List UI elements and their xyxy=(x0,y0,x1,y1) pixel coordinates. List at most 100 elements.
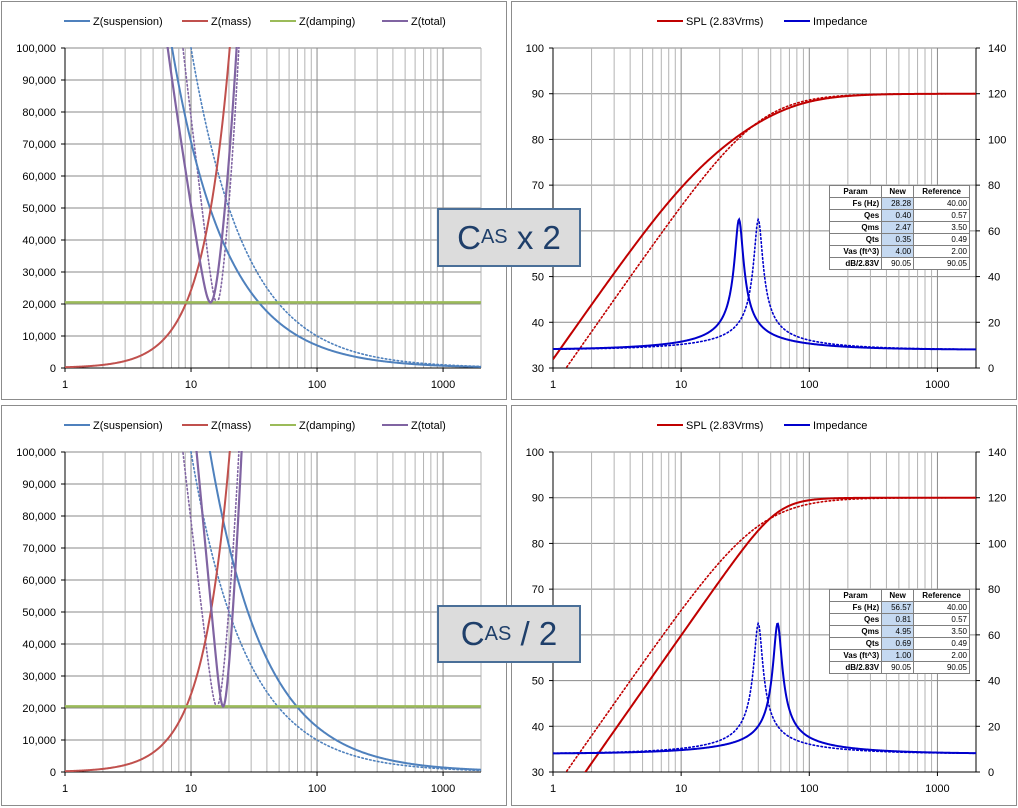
y-tick-label: 10,000 xyxy=(22,331,56,343)
y-tick-label: 90,000 xyxy=(22,75,56,87)
y-left-tick-label: 30 xyxy=(532,363,544,375)
z-suspension-line xyxy=(208,451,481,771)
impedance-line xyxy=(553,622,976,755)
y-right-tick-label: 60 xyxy=(988,630,1000,642)
param-name-cell: dB/2.83V xyxy=(828,257,883,270)
x-tick-label: 1000 xyxy=(431,379,455,391)
y-left-tick-label: 70 xyxy=(532,584,544,596)
y-tick-label: 70,000 xyxy=(22,543,56,555)
z-total-reference-line xyxy=(65,2,481,303)
callout-cas-x2-sub: AS xyxy=(480,226,508,248)
y-tick-label: 100,000 xyxy=(16,43,56,55)
y-left-tick-label: 50 xyxy=(532,676,544,688)
param-reference-cell: 0.57 xyxy=(913,209,970,222)
x-tick-label: 1 xyxy=(550,783,556,795)
param-reference-cell: 90.05 xyxy=(913,661,970,674)
param-name-cell: Qms xyxy=(828,625,883,638)
y-right-tick-label: 100 xyxy=(988,134,1006,146)
param-name-cell: Qes xyxy=(828,613,883,626)
y-tick-label: 80,000 xyxy=(22,107,56,119)
y-tick-label: 100,000 xyxy=(16,447,56,459)
z-total-reference-line xyxy=(65,406,481,707)
z-mass-line xyxy=(65,2,481,368)
callout-cas-div2-main: C xyxy=(460,615,485,652)
spl-chart-top-svg: 3004020504060607080801009012010014011010… xyxy=(526,16,1007,391)
param-table-header-cell: Param xyxy=(828,185,883,198)
y-tick-label: 30,000 xyxy=(22,267,56,279)
y-left-tick-label: 90 xyxy=(532,493,544,505)
param-table-row: Qts 0.35 0.49 xyxy=(828,233,970,246)
param-new-cell: 56.57 xyxy=(881,601,915,614)
param-table-row: Qes 0.81 0.57 xyxy=(828,613,970,626)
x-tick-label: 1 xyxy=(62,783,68,795)
impedance-chart-bottom-svg: 0 10,000 20,000 30,000 40,000 50,000 60,000 70,… xyxy=(16,406,482,795)
x-tick-label: 100 xyxy=(800,783,818,795)
legend-label: Z(mass) xyxy=(211,420,251,432)
param-table-row: dB/2.83V 90.05 90.05 xyxy=(828,257,970,270)
y-left-tick-label: 100 xyxy=(526,447,544,459)
param-reference-cell: 0.49 xyxy=(913,233,970,246)
x-tick-label: 100 xyxy=(800,379,818,391)
param-name-cell: dB/2.83V xyxy=(828,661,883,674)
legend-label: SPL (2.83Vrms) xyxy=(686,420,763,432)
y-left-tick-label: 80 xyxy=(532,134,544,146)
legend-label: SPL (2.83Vrms) xyxy=(686,16,763,28)
y-right-tick-label: 20 xyxy=(988,317,1000,329)
param-table-header-cell: New xyxy=(881,589,915,602)
param-table-row: Qes 0.40 0.57 xyxy=(828,209,970,222)
y-tick-label: 70,000 xyxy=(22,139,56,151)
y-right-tick-label: 80 xyxy=(988,584,1000,596)
param-name-cell: Vas (ft^3) xyxy=(828,649,883,662)
y-right-tick-label: 0 xyxy=(988,767,994,779)
x-tick-label: 1000 xyxy=(925,783,949,795)
spl-chart-top: 3004020504060607080801009012010014011010… xyxy=(511,1,1017,400)
y-left-tick-label: 80 xyxy=(532,538,544,550)
param-reference-cell: 90.05 xyxy=(913,257,970,270)
callout-cas-x2: C AS x 2 xyxy=(437,208,581,267)
y-tick-label: 0 xyxy=(50,767,56,779)
param-new-cell: 0.40 xyxy=(881,209,915,222)
param-reference-cell: 40.00 xyxy=(913,601,970,614)
param-table-row: Qms 4.95 3.50 xyxy=(828,625,970,638)
spl-chart-bottom: 3004020504060607080801009012010014011010… xyxy=(511,405,1017,806)
param-reference-cell: 3.50 xyxy=(913,221,970,234)
legend-label: Impedance xyxy=(813,16,867,28)
x-tick-label: 10 xyxy=(185,379,197,391)
y-tick-label: 80,000 xyxy=(22,511,56,523)
impedance-chart-bottom: 0 10,000 20,000 30,000 40,000 50,000 60,000 70,… xyxy=(1,405,507,806)
x-tick-label: 10 xyxy=(185,783,197,795)
y-right-tick-label: 60 xyxy=(988,226,1000,238)
param-reference-cell: 3.50 xyxy=(913,625,970,638)
param-name-cell: Fs (Hz) xyxy=(828,197,883,210)
z-suspension-reference-line xyxy=(190,47,481,368)
spl-chart-bottom-svg: 3004020504060607080801009012010014011010… xyxy=(526,420,1007,795)
x-tick-label: 1000 xyxy=(431,783,455,795)
y-right-tick-label: 0 xyxy=(988,363,994,375)
y-tick-label: 60,000 xyxy=(22,575,56,587)
y-tick-label: 0 xyxy=(50,363,56,375)
y-tick-label: 40,000 xyxy=(22,235,56,247)
param-table-row: dB/2.83V 90.05 90.05 xyxy=(828,661,970,674)
x-tick-label: 10 xyxy=(675,379,687,391)
param-reference-cell: 40.00 xyxy=(913,197,970,210)
z-total-line xyxy=(65,406,481,707)
x-tick-label: 1000 xyxy=(925,379,949,391)
impedance-chart-top: 0 10,000 20,000 30,000 40,000 50,000 60,000 70,… xyxy=(1,1,507,400)
param-table-row: Vas (ft^3) 1.00 2.00 xyxy=(828,649,970,662)
param-new-cell: 2.47 xyxy=(881,221,915,234)
legend-label: Z(suspension) xyxy=(93,16,163,28)
x-tick-label: 100 xyxy=(308,379,326,391)
impedance-chart-top-svg: 0 10,000 20,000 30,000 40,000 50,000 60,000 70,… xyxy=(16,2,482,391)
y-left-tick-label: 90 xyxy=(532,89,544,101)
impedance-line xyxy=(553,217,976,351)
param-table-row: Fs (Hz) 56.57 40.00 xyxy=(828,601,970,614)
param-name-cell: Fs (Hz) xyxy=(828,601,883,614)
param-reference-cell: 2.00 xyxy=(913,649,970,662)
param-new-cell: 0.81 xyxy=(881,613,915,626)
param-table-header-cell: Param xyxy=(828,589,883,602)
param-name-cell: Qms xyxy=(828,221,883,234)
y-left-tick-label: 30 xyxy=(532,767,544,779)
param-new-cell: 90.05 xyxy=(881,661,915,674)
y-left-tick-label: 50 xyxy=(532,272,544,284)
x-tick-label: 10 xyxy=(675,783,687,795)
